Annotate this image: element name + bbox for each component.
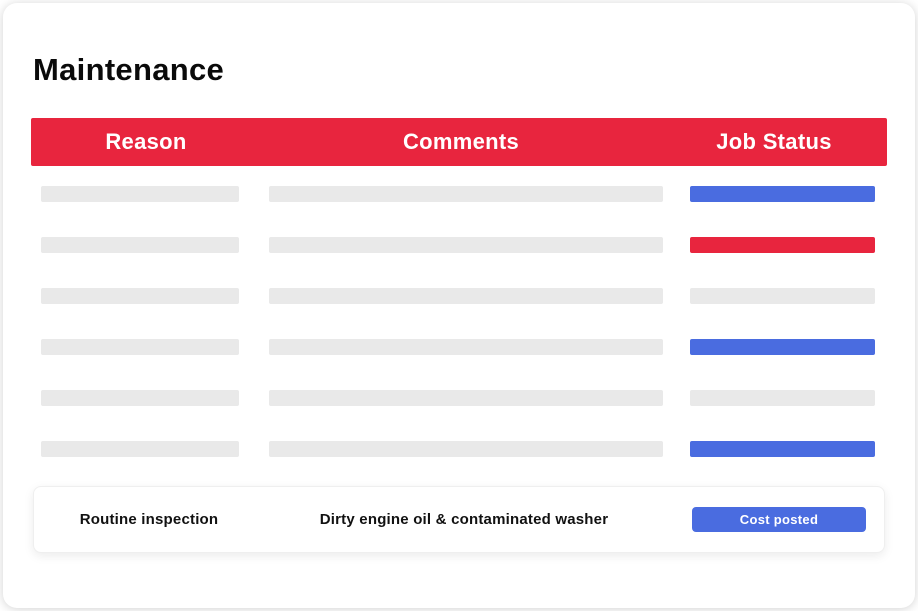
reason-placeholder (41, 339, 239, 355)
status-badge: Cost posted (692, 507, 866, 532)
comments-placeholder (269, 441, 663, 457)
comments-placeholder (269, 186, 663, 202)
table-header: Reason Comments Job Status (31, 118, 887, 166)
job-status-bar (690, 237, 875, 253)
comments-placeholder (269, 390, 663, 406)
reason-placeholder (41, 237, 239, 253)
table-row (31, 441, 887, 492)
job-status-bar (690, 288, 875, 304)
maintenance-card: Maintenance Reason Comments Job Status R… (3, 3, 915, 608)
page-title: Maintenance (33, 52, 225, 87)
status-cell: Cost posted (664, 507, 884, 532)
job-status-bar (690, 390, 875, 406)
reason-placeholder (41, 186, 239, 202)
reason-cell: Routine inspection (79, 511, 219, 528)
table-body (31, 166, 887, 492)
comments-placeholder (269, 339, 663, 355)
job-status-bar (690, 186, 875, 202)
table-row (31, 288, 887, 339)
active-maintenance-row[interactable]: Routine inspection Dirty engine oil & co… (33, 486, 885, 553)
comments-cell: Dirty engine oil & contaminated washer (319, 511, 609, 528)
table-row (31, 390, 887, 441)
column-header-reason: Reason (105, 129, 187, 154)
column-header-comments: Comments (402, 129, 520, 154)
reason-placeholder (41, 288, 239, 304)
table-row (31, 237, 887, 288)
reason-placeholder (41, 390, 239, 406)
reason-placeholder (41, 441, 239, 457)
job-status-bar (690, 441, 875, 457)
table-row (31, 339, 887, 390)
column-header-job-status: Job Status (716, 129, 832, 154)
comments-placeholder (269, 288, 663, 304)
table-row (31, 186, 887, 237)
job-status-bar (690, 339, 875, 355)
comments-placeholder (269, 237, 663, 253)
